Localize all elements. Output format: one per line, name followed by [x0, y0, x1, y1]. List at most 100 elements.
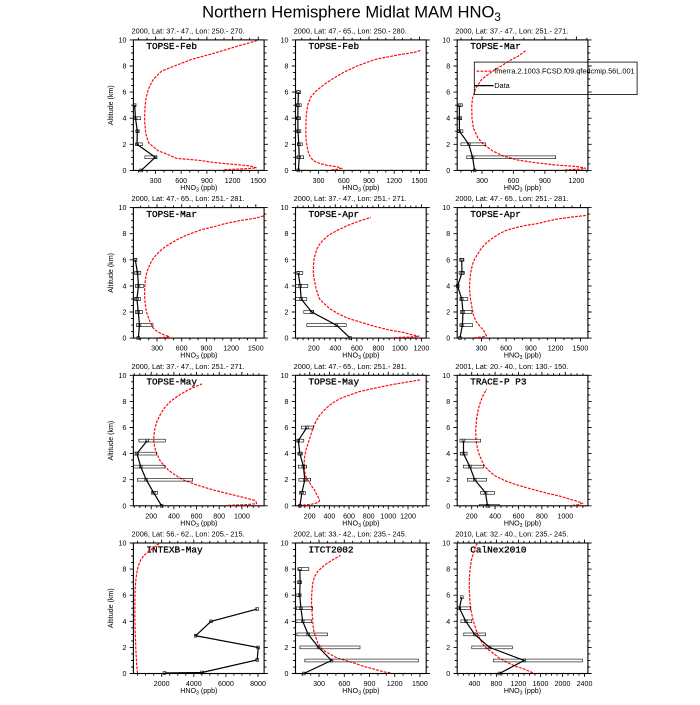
svg-text:10: 10	[119, 540, 127, 548]
svg-text:4: 4	[285, 282, 289, 290]
svg-text:300: 300	[150, 177, 162, 185]
svg-text:200: 200	[466, 512, 478, 520]
svg-text:300: 300	[151, 345, 163, 353]
svg-text:6: 6	[122, 424, 126, 432]
svg-text:2000, Lat: 47.- 65., Lon: 251.: 2000, Lat: 47.- 65., Lon: 251.- 281.	[132, 194, 245, 203]
svg-text:2: 2	[285, 476, 289, 484]
svg-text:900: 900	[525, 345, 537, 353]
svg-text:1200: 1200	[400, 512, 416, 520]
svg-text:4: 4	[122, 115, 126, 123]
svg-text:8: 8	[285, 230, 289, 238]
svg-text:400: 400	[323, 512, 335, 520]
svg-text:Altitude (km): Altitude (km)	[107, 85, 115, 125]
svg-text:1200: 1200	[386, 177, 402, 185]
svg-text:TOPSE-Feb: TOPSE-Feb	[146, 41, 197, 52]
svg-text:TOPSE-May: TOPSE-May	[309, 377, 360, 388]
svg-text:1000: 1000	[557, 512, 573, 520]
svg-text:HNO3 (ppb): HNO3 (ppb)	[180, 687, 217, 697]
svg-text:TRACE-P P3: TRACE-P P3	[470, 377, 527, 388]
svg-text:1200: 1200	[225, 177, 241, 185]
svg-text:2: 2	[122, 644, 126, 652]
svg-text:800: 800	[213, 512, 225, 520]
svg-text:2000, Lat: 47.- 65., Lon: 251.: 2000, Lat: 47.- 65., Lon: 251.- 281.	[455, 194, 568, 203]
svg-text:2000: 2000	[555, 680, 571, 688]
svg-text:8: 8	[446, 398, 450, 406]
svg-text:10: 10	[119, 36, 127, 44]
svg-text:6: 6	[446, 256, 450, 264]
svg-text:400: 400	[329, 345, 341, 353]
svg-text:2000, Lat: 37.- 47., Lon: 251.: 2000, Lat: 37.- 47., Lon: 251.- 271.	[455, 27, 568, 36]
svg-text:900: 900	[363, 177, 375, 185]
svg-text:6: 6	[285, 256, 289, 264]
svg-text:10: 10	[442, 372, 450, 380]
svg-text:TOPSE-May: TOPSE-May	[146, 377, 197, 388]
svg-text:1000: 1000	[392, 345, 408, 353]
svg-text:TOPSE-Mar: TOPSE-Mar	[470, 41, 521, 52]
svg-text:10: 10	[281, 36, 289, 44]
svg-text:1500: 1500	[412, 680, 428, 688]
svg-text:2006, Lat: 56.- 62., Lon: 205.: 2006, Lat: 56.- 62., Lon: 205.- 215.	[132, 530, 245, 539]
svg-text:4: 4	[446, 450, 450, 458]
svg-text:2: 2	[122, 141, 126, 149]
svg-text:HNO3 (ppb): HNO3 (ppb)	[504, 352, 541, 362]
svg-text:4: 4	[285, 618, 289, 626]
svg-text:10: 10	[119, 372, 127, 380]
svg-text:CalNex2010: CalNex2010	[470, 544, 527, 555]
svg-text:1000: 1000	[380, 512, 396, 520]
svg-text:INTEXB-May: INTEXB-May	[146, 544, 203, 555]
svg-text:1000: 1000	[234, 512, 250, 520]
svg-text:8: 8	[122, 398, 126, 406]
svg-text:2000, Lat: 37.- 47., Lon: 250.: 2000, Lat: 37.- 47., Lon: 250.- 270.	[132, 27, 245, 36]
svg-text:2000, Lat: 37.- 47., Lon: 251.: 2000, Lat: 37.- 47., Lon: 251.- 271.	[294, 194, 407, 203]
svg-text:2: 2	[446, 141, 450, 149]
svg-text:6000: 6000	[218, 680, 234, 688]
svg-text:800: 800	[372, 345, 384, 353]
svg-text:10: 10	[281, 372, 289, 380]
svg-text:Data: Data	[494, 81, 510, 90]
svg-text:200: 200	[308, 345, 320, 353]
svg-text:0: 0	[446, 335, 450, 343]
svg-text:900: 900	[539, 177, 551, 185]
svg-text:800: 800	[536, 512, 548, 520]
svg-text:1200: 1200	[387, 680, 403, 688]
svg-text:6: 6	[446, 592, 450, 600]
svg-text:2000, Lat: 47.- 65., Lon: 251.: 2000, Lat: 47.- 65., Lon: 251.- 281.	[294, 362, 407, 371]
svg-text:2: 2	[285, 309, 289, 317]
svg-text:4: 4	[446, 618, 450, 626]
svg-text:4: 4	[446, 282, 450, 290]
svg-text:1200: 1200	[569, 177, 585, 185]
svg-text:8: 8	[122, 230, 126, 238]
svg-text:2: 2	[122, 309, 126, 317]
svg-text:0: 0	[285, 167, 289, 175]
svg-text:6: 6	[285, 89, 289, 97]
svg-text:600: 600	[175, 177, 187, 185]
svg-text:2: 2	[285, 141, 289, 149]
svg-text:2010, Lat: 32.- 40., Lon: 235.: 2010, Lat: 32.- 40., Lon: 235.- 245.	[455, 530, 568, 539]
svg-text:2: 2	[285, 644, 289, 652]
svg-text:1500: 1500	[573, 345, 589, 353]
svg-text:6: 6	[122, 592, 126, 600]
svg-text:300: 300	[313, 177, 325, 185]
svg-text:TOPSE-Feb: TOPSE-Feb	[309, 41, 360, 52]
svg-text:Altitude (km): Altitude (km)	[107, 588, 115, 628]
svg-text:2000, Lat: 37.- 47., Lon: 251.: 2000, Lat: 37.- 47., Lon: 251.- 271.	[132, 362, 245, 371]
svg-text:2: 2	[122, 476, 126, 484]
svg-text:HNO3 (ppb): HNO3 (ppb)	[342, 519, 379, 529]
svg-text:200: 200	[304, 512, 316, 520]
svg-text:1200: 1200	[414, 345, 430, 353]
svg-text:4: 4	[122, 282, 126, 290]
svg-text:2: 2	[446, 309, 450, 317]
svg-text:4000: 4000	[186, 680, 202, 688]
svg-text:0: 0	[122, 502, 126, 510]
svg-text:0: 0	[122, 167, 126, 175]
svg-text:8: 8	[285, 398, 289, 406]
svg-text:1200: 1200	[223, 345, 239, 353]
svg-text:8000: 8000	[250, 680, 266, 688]
svg-text:300: 300	[475, 345, 487, 353]
svg-text:8: 8	[446, 230, 450, 238]
svg-text:900: 900	[364, 680, 376, 688]
svg-text:0: 0	[285, 335, 289, 343]
svg-text:0: 0	[122, 335, 126, 343]
svg-text:300: 300	[313, 680, 325, 688]
svg-text:0: 0	[446, 502, 450, 510]
